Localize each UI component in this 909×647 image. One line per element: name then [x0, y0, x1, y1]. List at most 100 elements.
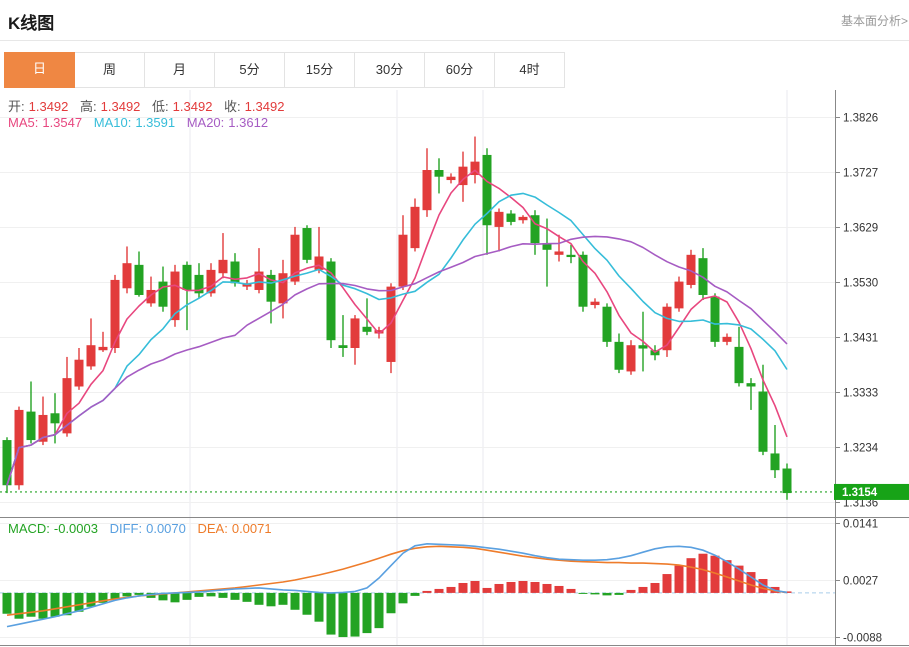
svg-text:1.3530: 1.3530: [843, 278, 878, 290]
high-label: 高:: [80, 99, 97, 114]
candle: [686, 254, 696, 285]
candle: [446, 176, 456, 181]
svg-text:1.3154: 1.3154: [842, 487, 878, 499]
tab-5min[interactable]: 5分: [214, 52, 285, 88]
candle: [74, 359, 84, 387]
fundamental-analysis-link[interactable]: 基本面分析>: [840, 14, 908, 28]
candle: [302, 228, 312, 260]
current-price-badge: 1.3154: [834, 483, 909, 500]
candle: [38, 414, 48, 442]
candle: [254, 271, 264, 290]
candle: [206, 269, 216, 294]
candle: [770, 453, 780, 471]
candle: [278, 273, 288, 304]
candle: [458, 166, 468, 186]
candle: [182, 264, 192, 290]
high-value: 1.3492: [100, 99, 141, 114]
candle: [230, 261, 240, 284]
candle: [338, 345, 348, 348]
candle: [602, 306, 612, 342]
candle: [554, 251, 564, 255]
candle: [482, 154, 492, 226]
panel-borders: [0, 90, 909, 646]
candle: [2, 440, 12, 486]
diff-line: [6, 542, 788, 628]
tab-4hour[interactable]: 4时: [494, 52, 565, 88]
candle: [50, 413, 60, 424]
candle: [410, 206, 420, 249]
svg-text:1.3826: 1.3826: [843, 113, 878, 125]
candle: [638, 345, 648, 349]
candle: [782, 468, 792, 494]
candle: [470, 161, 480, 176]
candle: [110, 279, 120, 348]
candle: [590, 301, 600, 306]
svg-text:1.3629: 1.3629: [843, 223, 878, 235]
candle: [170, 271, 180, 321]
axis-labels: 1.3826 1.3727 1.3629 1.3530 1.3431 1.3333 1.32…: [835, 113, 882, 645]
tab-week[interactable]: 周: [74, 52, 145, 88]
close-label: 收:: [224, 99, 241, 114]
ma5-label: MA5:: [8, 115, 39, 130]
tab-15min[interactable]: 15分: [284, 52, 355, 88]
low-label: 低:: [152, 99, 169, 114]
candle: [662, 306, 672, 351]
candle: [26, 411, 36, 441]
ma10-line: [6, 192, 788, 486]
dea-value: 0.0071: [231, 521, 272, 536]
ma20-value: 1.3612: [228, 115, 269, 130]
svg-text:0.0027: 0.0027: [843, 576, 878, 588]
candle: [422, 170, 432, 211]
candle: [122, 263, 132, 289]
ma-legend: MA5: 1.3547 MA10: 1.3591 MA20: 1.3612: [8, 115, 276, 130]
candle: [98, 346, 108, 351]
candle: [722, 336, 732, 342]
candle: [578, 254, 588, 307]
candle: [362, 326, 372, 332]
candle: [566, 254, 576, 258]
candlesticks: [2, 136, 792, 500]
ma20-label: MA20:: [186, 115, 225, 130]
macd-label: MACD:: [8, 521, 50, 536]
svg-text:1.3234: 1.3234: [843, 443, 879, 455]
candle: [434, 170, 444, 177]
diff-value: 0.0070: [146, 521, 186, 536]
open-label: 开:: [8, 99, 25, 114]
candle: [326, 261, 336, 341]
candle: [746, 383, 756, 387]
candle: [266, 274, 276, 302]
close-value: 1.3492: [244, 99, 285, 114]
tab-day[interactable]: 日: [4, 52, 75, 88]
candle: [194, 274, 204, 294]
svg-text:1.3333: 1.3333: [843, 388, 878, 400]
candle: [506, 213, 516, 222]
candle: [290, 234, 300, 282]
svg-text:1.3136: 1.3136: [843, 498, 878, 510]
candle: [314, 256, 324, 270]
candle: [530, 215, 540, 244]
dea-label: DEA:: [197, 521, 228, 536]
ma10-label: MA10:: [93, 115, 132, 130]
ohlc-legend: 开: 1.3492 高: 1.3492 低: 1.3492 收: 1.3492: [8, 96, 292, 115]
candle: [674, 281, 684, 309]
ma5-line: [6, 169, 788, 486]
tab-month[interactable]: 月: [144, 52, 215, 88]
candle: [146, 289, 156, 304]
svg-text:-0.0088: -0.0088: [843, 633, 882, 645]
candle: [758, 391, 768, 452]
candle: [62, 378, 72, 434]
candle: [518, 216, 528, 221]
ma5-value: 1.3547: [42, 115, 83, 130]
candle: [398, 234, 408, 287]
candle: [494, 211, 504, 227]
low-value: 1.3492: [172, 99, 213, 114]
candle: [134, 264, 144, 295]
candle: [218, 259, 228, 274]
candle: [86, 345, 96, 367]
candle: [710, 296, 720, 342]
svg-text:0.0141: 0.0141: [843, 519, 878, 531]
svg-text:1.3727: 1.3727: [843, 168, 878, 180]
interval-tab-bar: 日 周 月 5分 15分 30分 60分 4时: [4, 52, 565, 88]
candle: [374, 330, 384, 334]
